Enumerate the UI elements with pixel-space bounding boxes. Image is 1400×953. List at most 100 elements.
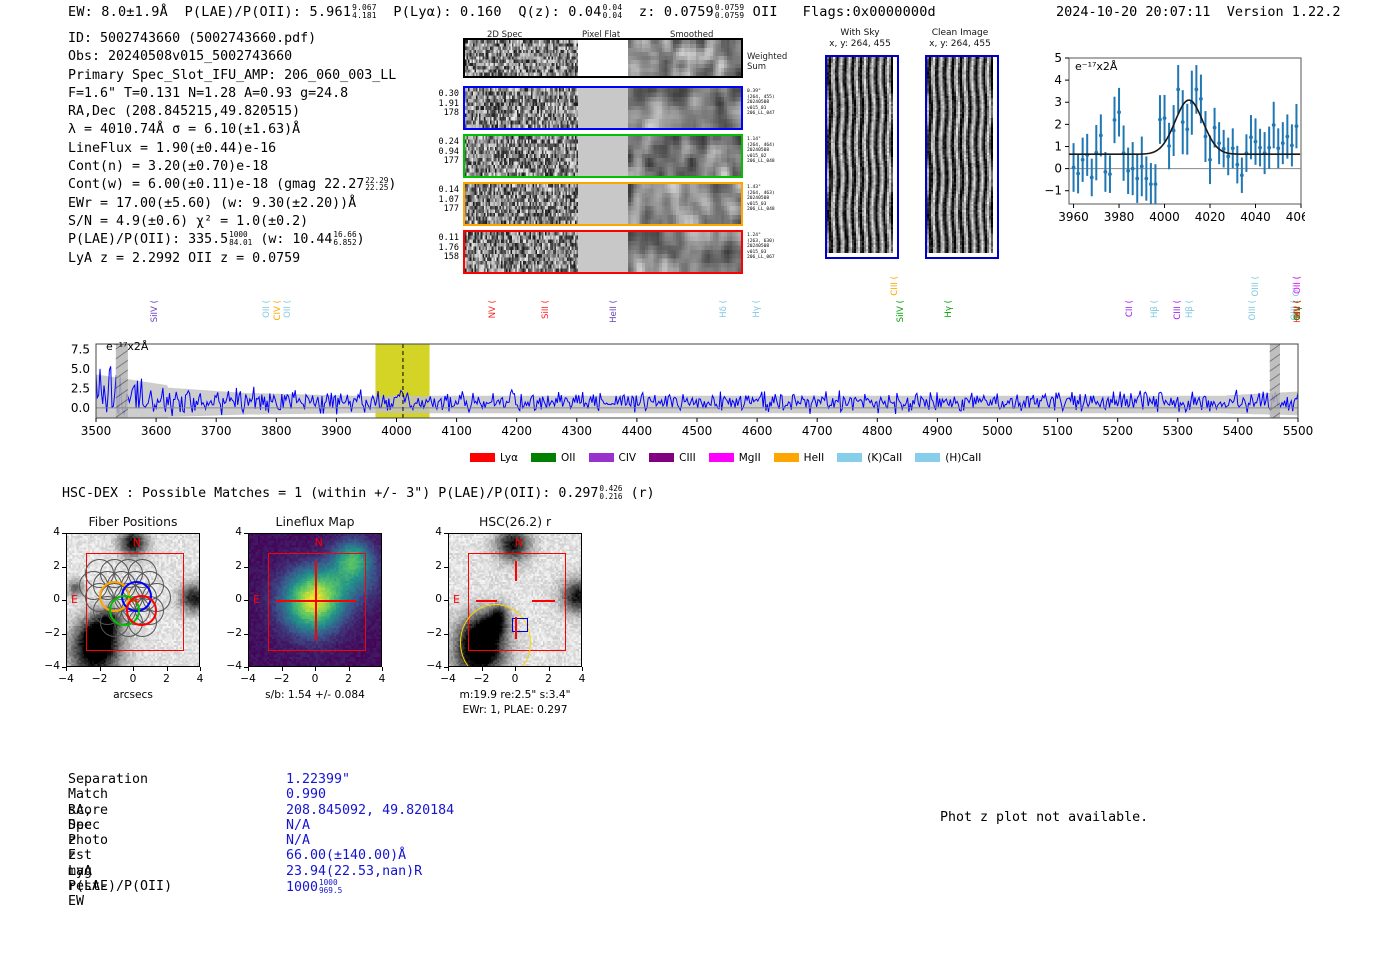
svg-text:4200: 4200 <box>501 424 532 438</box>
table-value: 0.990 <box>286 787 327 803</box>
axis-tick-label: 0 <box>311 673 319 685</box>
axis-tick-label: 4 <box>578 673 586 685</box>
full-spectrum-svg: 3500 3600 3700 3800 3900 4000 4100 4200 4300 4400… <box>71 342 1313 438</box>
emission-line-label: NV ( <box>487 300 498 319</box>
param-lineflux: LineFlux = 1.90(±0.44)e-16 <box>68 140 277 156</box>
spec2d-row-stats: 0.24 0.94 177 <box>438 137 459 166</box>
emission-line-label: Hδ ( <box>719 300 730 318</box>
axis-tick <box>444 600 448 601</box>
emission-line-label: Hγ ( <box>944 300 955 318</box>
table-key: mag <box>68 863 93 879</box>
panel-title: HSC(26.2) r <box>478 514 552 529</box>
svg-text:5400: 5400 <box>1223 424 1254 438</box>
axis-tick <box>133 667 134 671</box>
emission-line-label: Hγ ( <box>752 300 763 318</box>
spec2d-row-meta: 1.24" (263, 630) 20240508 v015_03 206_LL_067 <box>747 233 775 261</box>
axis-tick <box>448 667 449 671</box>
crosshair-horizontal <box>532 600 555 602</box>
svg-text:5.0: 5.0 <box>71 362 90 376</box>
svg-text:4100: 4100 <box>441 424 472 438</box>
axis-tick <box>62 600 66 601</box>
legend-swatch <box>915 453 941 462</box>
spec2d-row-stats: 0.14 1.07 177 <box>438 185 459 214</box>
svg-text:0.0: 0.0 <box>71 401 90 415</box>
emission-line-label: Hβ ( <box>1149 300 1160 319</box>
target-marker: + <box>131 594 142 608</box>
legend-label: OII <box>561 452 576 464</box>
param-plae: P(LAE)/P(OII): 335.51000 84.01 (w: 10.441… <box>68 230 365 248</box>
spec2d-col-title-pixelflat: Pixel Flat <box>582 30 621 40</box>
axis-tick <box>444 533 448 534</box>
svg-text:4300: 4300 <box>562 424 593 438</box>
table-key: Spec z <box>68 817 101 849</box>
legend-item: CIV <box>588 452 637 464</box>
svg-text:4700: 4700 <box>802 424 833 438</box>
legend-label: CIV <box>618 452 637 464</box>
header-plae-hi: 9.067 <box>352 3 377 13</box>
header-z-lo: 0.0759 <box>714 11 745 20</box>
svg-text:3800: 3800 <box>261 424 292 438</box>
legend-label: HeII <box>803 452 825 464</box>
svg-text:3500: 3500 <box>81 424 112 438</box>
axis-tick <box>248 667 249 671</box>
spec2d-weighted-sum-label: Weighted Sum <box>747 52 788 72</box>
svg-text:5000: 5000 <box>982 424 1013 438</box>
spec2d-row <box>463 230 743 274</box>
svg-text:3960: 3960 <box>1058 210 1089 224</box>
svg-text:2.5: 2.5 <box>71 381 90 395</box>
photz-note: Phot z plot not available. <box>940 810 1149 825</box>
compass-east: E <box>71 592 78 606</box>
table-value: 10001000 969.5 <box>286 878 343 895</box>
axis-tick-label: 2 <box>163 673 170 685</box>
axis-tick <box>548 667 550 671</box>
emission-line-label: OII ( <box>283 300 294 318</box>
svg-text:5200: 5200 <box>1102 424 1133 438</box>
axis-tick <box>444 566 448 568</box>
header-z-hi: 0.0759 <box>714 3 745 13</box>
version: Version 1.22.2 <box>1226 4 1341 20</box>
legend-swatch <box>837 453 863 462</box>
legend-swatch <box>773 453 799 462</box>
crosshair-horizontal <box>475 600 498 602</box>
axis-tick <box>515 667 516 671</box>
svg-text:4000: 4000 <box>381 424 412 438</box>
line-fit-units: e⁻¹⁷x2Å <box>1075 60 1118 73</box>
compass-east: E <box>253 592 260 606</box>
svg-text:2: 2 <box>1054 117 1062 131</box>
axis-tick <box>66 667 67 671</box>
panel-title: Fiber Positions <box>88 514 178 529</box>
axis-tick-label: 2 <box>53 559 60 572</box>
table-key: P(LAE)/P(OII) <box>68 879 173 895</box>
svg-text:4400: 4400 <box>622 424 653 438</box>
emission-line-label: OII ( <box>262 300 273 318</box>
emission-line-label: CIII ( <box>1172 300 1183 320</box>
cutout-image <box>925 55 999 259</box>
crosshair-horizontal <box>275 600 357 602</box>
emission-line-label: CII ( <box>1124 300 1135 318</box>
axis-tick-label: −4 <box>58 673 74 685</box>
param-lambda: λ = 4010.74Å σ = 6.10(±1.63)Å <box>68 122 301 138</box>
cutout-image <box>825 55 899 259</box>
axis-tick-label: −4 <box>44 660 60 672</box>
axis-tick <box>444 667 448 668</box>
param-obs: Obs: 20240508v015_5002743660 <box>68 49 293 65</box>
header-z-type: OII <box>752 4 778 20</box>
compass-east: E <box>453 592 460 606</box>
axis-tick <box>582 667 583 671</box>
param-seeing: F=1.6" T=0.131 N=1.28 A=0.93 g=24.8 <box>68 85 349 101</box>
axis-tick <box>244 533 248 534</box>
param-snr: S/N = 4.9(±0.6) χ² = 1.0(±0.2) <box>68 213 309 229</box>
svg-text:3900: 3900 <box>321 424 352 438</box>
axis-tick <box>244 566 248 568</box>
spec2d-row-meta: 0.39" (264, 455) 20240508 v015_01 206_LL_047 <box>747 89 775 117</box>
spec2d-col-title-smoothed: Smoothed <box>670 30 714 40</box>
axis-xlabel: arcsecs <box>113 689 153 701</box>
header-ew: EW: 8.0±1.9Å <box>68 4 168 20</box>
legend-label: MgII <box>738 452 761 464</box>
emission-line-label: SiIV ( <box>896 300 907 323</box>
table-value: N/A <box>286 833 311 849</box>
spec2d-row-stats: 0.11 1.76 158 <box>438 233 459 262</box>
table-value: 66.00(±140.00)Å <box>286 848 407 864</box>
legend-item: (K)CaII <box>837 452 902 464</box>
